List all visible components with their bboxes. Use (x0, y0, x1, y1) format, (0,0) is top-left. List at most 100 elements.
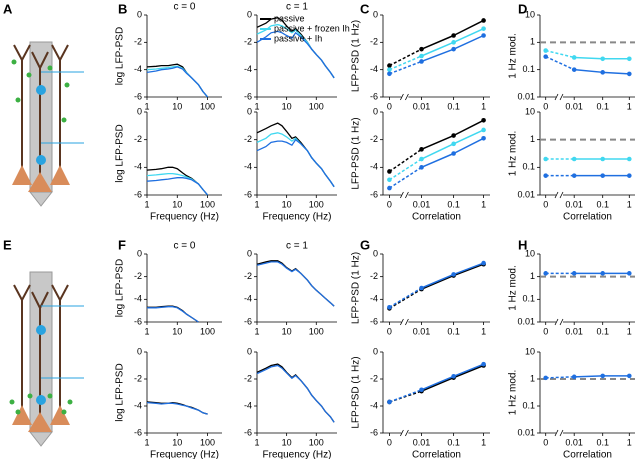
x-tick-label: 100 (309, 199, 324, 209)
point (571, 156, 577, 162)
point (451, 374, 456, 379)
y-tick-label: -6 (370, 91, 378, 101)
psd-line (256, 30, 335, 79)
point (387, 399, 392, 405)
point (419, 285, 424, 291)
line-segment (453, 364, 484, 379)
point (387, 185, 392, 191)
point (419, 387, 424, 393)
y-tick-label: 10 (525, 248, 535, 258)
panel-label: C (360, 1, 370, 16)
x-tick-label: 1 (481, 326, 486, 336)
y-tick-label: -2 (134, 373, 142, 383)
line-segment (421, 34, 454, 50)
x-tick-label: 0 (387, 101, 392, 111)
y-tick-label: -2 (134, 271, 142, 281)
axis-break (400, 191, 409, 199)
line-segment (574, 375, 603, 378)
axis-break (556, 319, 563, 325)
x-tick-label: 0 (543, 326, 548, 336)
x-tick-label: 0.1 (447, 326, 460, 336)
x-axis-label: Frequency (Hz) (263, 212, 332, 223)
x-tick-label: 0 (543, 101, 548, 111)
point (419, 165, 424, 170)
line-segment (421, 375, 454, 391)
x-tick-label: 100 (200, 101, 215, 111)
point (600, 156, 605, 162)
point (543, 173, 548, 178)
x-axis-label: Frequency (Hz) (150, 450, 219, 459)
x-axis-label: Correlation (563, 450, 612, 459)
axis-break (554, 93, 564, 101)
point (451, 46, 456, 52)
point (627, 373, 632, 379)
x-axis-label: Frequency (Hz) (150, 212, 219, 223)
line-segment (453, 129, 484, 145)
x-axis-label: Correlation (412, 212, 461, 223)
y-tick-label: 1 (530, 271, 535, 281)
y-tick-label: -6 (134, 316, 142, 326)
point (451, 151, 456, 156)
panel-label: A (3, 1, 13, 16)
y-axis-label: LFP-PSD (1 Hz) (351, 117, 362, 189)
y-tick-label: 0 (247, 248, 252, 258)
line-segment (389, 288, 422, 310)
x-tick-label: 0.1 (596, 101, 609, 111)
y-tick-label: -2 (134, 37, 142, 47)
y-tick-label: 10 (525, 9, 535, 19)
line-segment (421, 48, 454, 63)
y-tick-label: -2 (370, 134, 378, 144)
point (543, 48, 548, 53)
x-tick-label: 100 (309, 437, 324, 447)
axis-break (556, 94, 563, 100)
axis-break (400, 318, 409, 326)
point (451, 272, 456, 277)
point (600, 271, 605, 276)
y-tick-label: 0.01 (517, 427, 535, 437)
line-segment (389, 158, 422, 181)
x-tick-label: 0.01 (413, 101, 431, 111)
y-tick-label: -6 (370, 316, 378, 326)
x-tick-label: 0.01 (413, 437, 431, 447)
y-tick-label: 1 (530, 134, 535, 144)
x-tick-label: 1 (481, 199, 486, 209)
x-tick-label: 0.1 (596, 326, 609, 336)
line-segment (389, 166, 422, 189)
y-tick-label: -2 (370, 271, 378, 281)
x-tick-label: 0.1 (447, 199, 460, 209)
x-tick-label: 1 (627, 199, 632, 209)
line-segment (453, 27, 484, 44)
line-segment (421, 273, 454, 289)
y-tick-label: 0.01 (517, 316, 535, 326)
y-axis-label: 1 Hz mod. (508, 370, 519, 416)
chart-title: c = 0 (174, 241, 196, 252)
y-tick-label: 0.1 (522, 400, 535, 410)
y-tick-label: -2 (370, 373, 378, 383)
point (571, 173, 577, 178)
y-tick-label: -2 (244, 373, 252, 383)
point (481, 118, 486, 123)
y-tick-label: -4 (134, 400, 142, 410)
y-axis-label: log LFP-PSD (115, 124, 126, 182)
y-axis-label: log LFP-PSD (115, 27, 126, 85)
x-tick-label: 10 (172, 326, 182, 336)
neuron-diagram (11, 41, 84, 207)
x-tick-label: 100 (200, 326, 215, 336)
line-segment (453, 263, 484, 277)
x-tick-label: 10 (172, 199, 182, 209)
y-tick-label: 0.01 (517, 189, 535, 199)
x-tick-label: 100 (309, 101, 324, 111)
psd-line (256, 363, 335, 423)
point (600, 173, 605, 178)
y-tick-label: -6 (244, 91, 252, 101)
point (481, 361, 486, 367)
panel-label: F (118, 237, 126, 252)
psd-line (256, 261, 335, 307)
y-tick-label: -2 (134, 134, 142, 144)
y-tick-label: -4 (134, 64, 142, 74)
point (571, 55, 577, 60)
y-tick-label: -6 (244, 189, 252, 199)
line-segment (421, 134, 454, 151)
point (600, 373, 605, 379)
